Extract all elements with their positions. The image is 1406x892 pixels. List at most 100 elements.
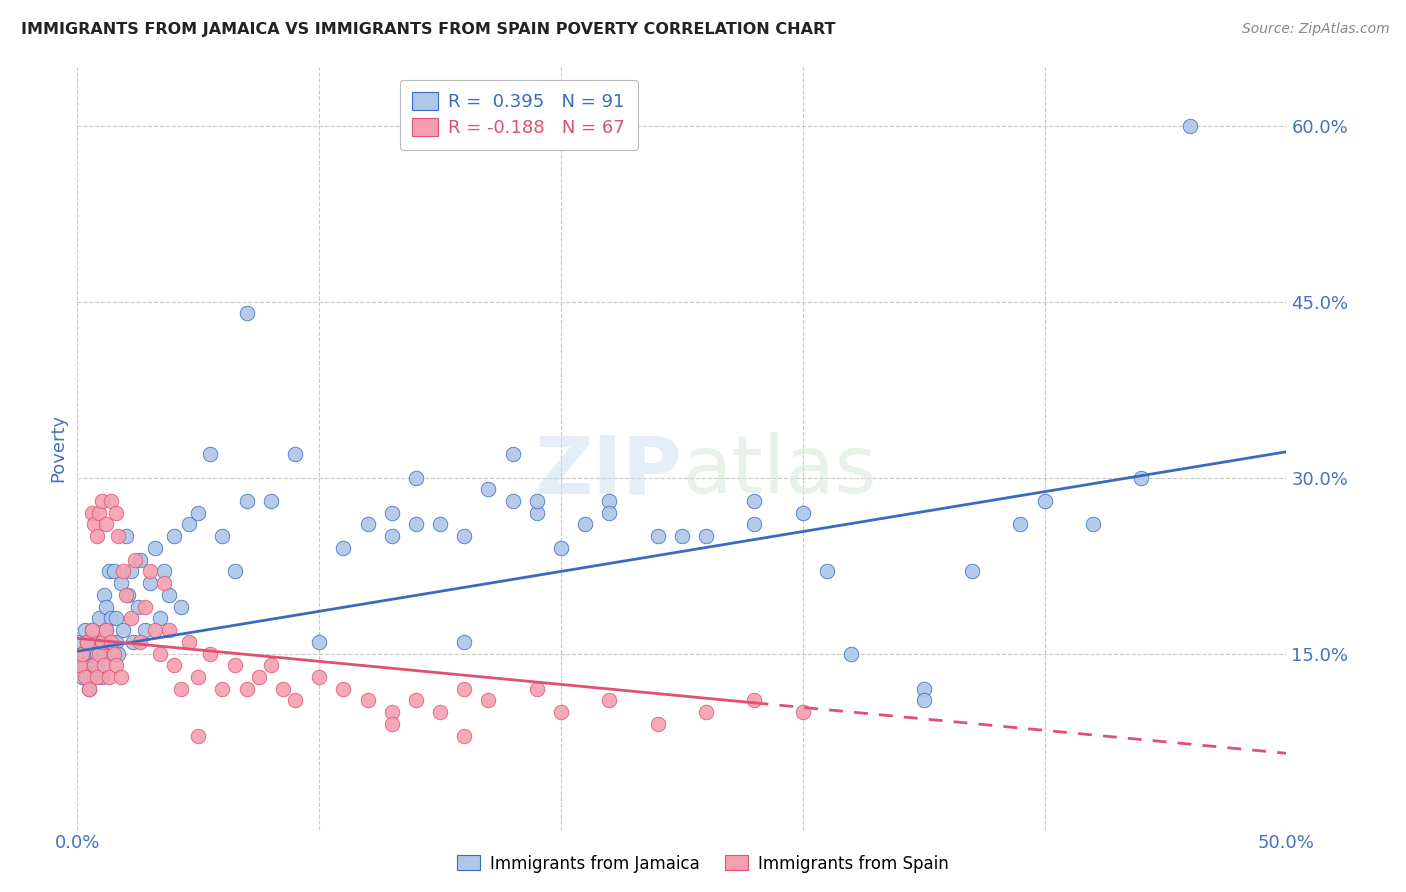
Point: [79, 681, 101, 696]
Point: [200, 447, 222, 461]
Point: [96, 517, 118, 532]
Point: [356, 693, 378, 707]
Point: [86, 670, 108, 684]
Point: [381, 717, 404, 731]
Point: [453, 529, 475, 543]
Point: [815, 565, 838, 579]
Point: [187, 506, 209, 520]
Point: [93, 588, 115, 602]
Point: [105, 658, 128, 673]
Point: [103, 647, 125, 661]
Point: [224, 565, 246, 579]
Point: [187, 670, 209, 684]
Point: [90, 494, 112, 508]
Point: [284, 447, 307, 461]
Point: [86, 529, 108, 543]
Point: [110, 670, 132, 684]
Point: [124, 552, 146, 566]
Point: [105, 635, 128, 649]
Point: [960, 565, 983, 579]
Point: [247, 670, 270, 684]
Point: [93, 658, 115, 673]
Point: [477, 483, 499, 497]
Point: [76, 635, 98, 649]
Point: [211, 681, 233, 696]
Text: IMMIGRANTS FROM JAMAICA VS IMMIGRANTS FROM SPAIN POVERTY CORRELATION CHART: IMMIGRANTS FROM JAMAICA VS IMMIGRANTS FR…: [21, 22, 835, 37]
Point: [83, 517, 105, 532]
Point: [235, 494, 257, 508]
Point: [96, 599, 118, 614]
Point: [80, 506, 103, 520]
Point: [235, 681, 257, 696]
Point: [356, 517, 378, 532]
Point: [170, 599, 193, 614]
Point: [83, 670, 105, 684]
Point: [134, 623, 156, 637]
Legend: R =  0.395   N = 91, R = -0.188   N = 67: R = 0.395 N = 91, R = -0.188 N = 67: [399, 79, 638, 150]
Point: [526, 681, 548, 696]
Point: [792, 506, 814, 520]
Text: Source: ZipAtlas.com: Source: ZipAtlas.com: [1241, 22, 1389, 37]
Point: [114, 529, 136, 543]
Point: [744, 494, 766, 508]
Point: [100, 494, 122, 508]
Point: [100, 635, 122, 649]
Point: [134, 599, 156, 614]
Y-axis label: Poverty: Poverty: [49, 414, 67, 483]
Point: [1130, 470, 1153, 484]
Point: [79, 681, 101, 696]
Point: [332, 541, 354, 555]
Point: [87, 611, 110, 625]
Point: [73, 658, 96, 673]
Point: [1081, 517, 1104, 532]
Point: [177, 517, 200, 532]
Point: [429, 517, 451, 532]
Point: [405, 517, 427, 532]
Point: [76, 670, 98, 684]
Point: [117, 588, 139, 602]
Point: [73, 670, 96, 684]
Point: [381, 506, 404, 520]
Point: [139, 576, 162, 591]
Point: [153, 576, 176, 591]
Point: [120, 565, 142, 579]
Point: [143, 541, 166, 555]
Point: [429, 705, 451, 719]
Point: [163, 529, 186, 543]
Point: [153, 565, 176, 579]
Point: [105, 506, 128, 520]
Point: [69, 658, 91, 673]
Point: [97, 565, 120, 579]
Point: [129, 552, 152, 566]
Text: atlas: atlas: [682, 432, 876, 510]
Point: [308, 670, 330, 684]
Point: [453, 681, 475, 696]
Point: [120, 611, 142, 625]
Point: [1010, 517, 1032, 532]
Point: [671, 529, 693, 543]
Point: [453, 729, 475, 743]
Point: [105, 611, 128, 625]
Point: [86, 647, 108, 661]
Point: [80, 623, 103, 637]
Point: [260, 494, 283, 508]
Point: [87, 647, 110, 661]
Point: [405, 693, 427, 707]
Point: [93, 647, 115, 661]
Point: [76, 635, 98, 649]
Point: [235, 306, 257, 320]
Point: [284, 693, 307, 707]
Point: [114, 588, 136, 602]
Point: [97, 635, 120, 649]
Point: [90, 635, 112, 649]
Point: [148, 611, 170, 625]
Point: [839, 647, 862, 661]
Point: [83, 658, 105, 673]
Point: [69, 635, 91, 649]
Point: [90, 670, 112, 684]
Point: [308, 635, 330, 649]
Point: [405, 470, 427, 484]
Point: [103, 647, 125, 661]
Point: [127, 599, 149, 614]
Point: [526, 494, 548, 508]
